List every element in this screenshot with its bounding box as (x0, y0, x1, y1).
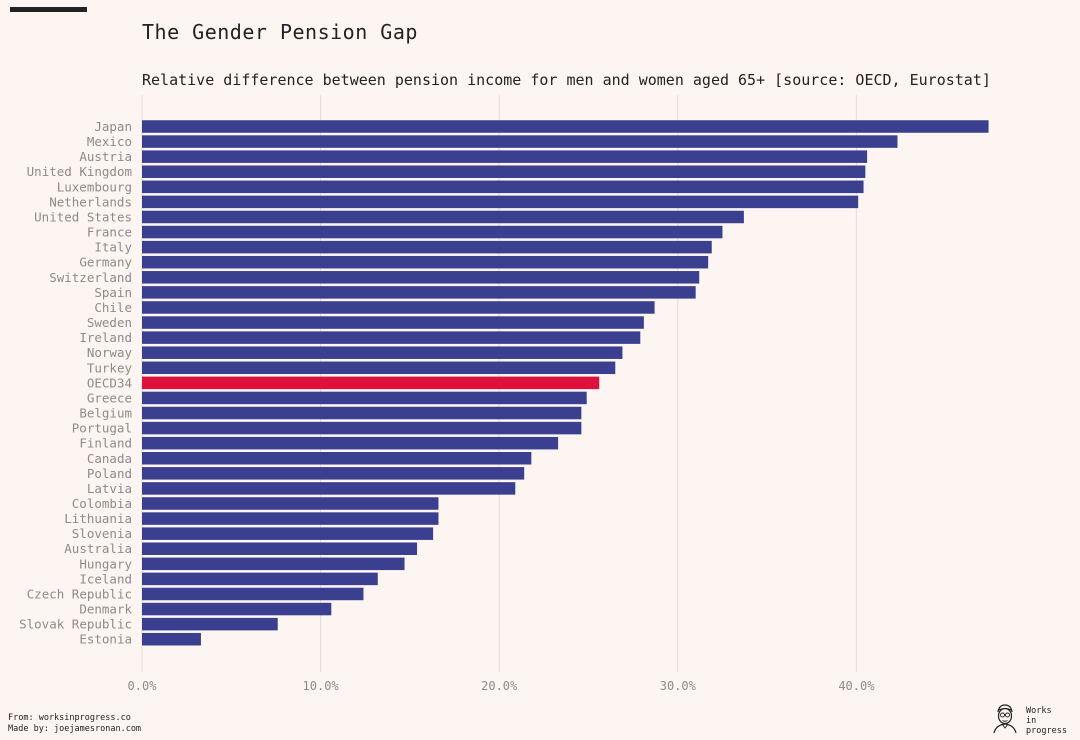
y-tick-label: Spain (94, 285, 132, 300)
y-tick-label: Norway (87, 345, 133, 360)
bar-estonia (142, 632, 201, 646)
y-tick-label: Japan (94, 119, 132, 134)
bar-germany (142, 255, 709, 269)
bar-united-states (142, 210, 744, 224)
y-tick-label: Germany (79, 255, 132, 270)
y-tick-label: Ireland (79, 330, 132, 345)
y-tick-label: Denmark (79, 602, 132, 617)
y-tick-label: Iceland (79, 571, 132, 586)
bar-japan (142, 120, 989, 133)
bar-lithuania (142, 512, 439, 525)
y-tick-label: Colombia (72, 496, 132, 511)
bar-italy (142, 240, 712, 254)
y-tick-label: Portugal (72, 421, 132, 436)
bar-switzerland (142, 271, 700, 284)
bar-canada (142, 452, 532, 465)
footer-credits: From: worksinprogress.co Made by: joejam… (8, 713, 141, 735)
bar-colombia (142, 497, 439, 510)
y-tick-label: United States (34, 209, 132, 224)
y-tick-label: Slovak Republic (19, 617, 132, 632)
y-tick-label: Australia (64, 541, 132, 556)
y-tick-label: Latvia (87, 481, 132, 496)
bar-czech-republic (142, 587, 364, 601)
x-tick-label: 30.0% (660, 679, 697, 693)
portrait-sketch-icon (993, 704, 1017, 734)
bar-austria (142, 150, 868, 163)
y-tick-label: Austria (79, 149, 132, 164)
y-tick-label: Estonia (79, 632, 132, 647)
y-tick-label: Poland (87, 466, 132, 481)
y-tick-label: Canada (87, 451, 132, 466)
bar-greece (142, 391, 587, 405)
y-tick-label: Turkey (87, 360, 133, 375)
bar-chile (142, 301, 655, 314)
y-tick-label: Chile (94, 300, 132, 315)
y-tick-label: Slovenia (72, 526, 132, 541)
bar-france (142, 225, 723, 239)
y-tick-label: Czech Republic (27, 586, 132, 601)
bar-luxembourg (142, 180, 864, 194)
x-tick-label: 20.0% (481, 679, 518, 693)
y-tick-label: Greece (87, 390, 132, 405)
y-tick-label: Mexico (87, 134, 132, 149)
bar-united-kingdom (142, 165, 866, 178)
y-tick-label: Lithuania (64, 511, 132, 526)
bar-finland (142, 436, 559, 450)
bar-oecd34 (142, 376, 600, 390)
x-tick-label: 0.0% (128, 679, 158, 693)
bar-belgium (142, 406, 582, 420)
y-tick-label: France (87, 225, 132, 240)
bar-spain (142, 286, 696, 299)
y-tick-label: Belgium (79, 406, 132, 421)
y-tick-label: United Kingdom (27, 164, 132, 179)
y-tick-label: Hungary (79, 556, 132, 571)
logo-line-2: in (1026, 716, 1037, 726)
x-tick-label: 10.0% (303, 679, 340, 693)
bar-mexico (142, 135, 898, 148)
bar-latvia (142, 482, 516, 495)
footer-made-by: Made by: joejamesronan.com (8, 724, 142, 734)
bar-iceland (142, 572, 378, 586)
y-tick-label: Switzerland (49, 270, 132, 285)
y-tick-label: Netherlands (49, 194, 132, 209)
y-tick-label: Italy (94, 240, 132, 255)
logo-line-1: Works (1026, 706, 1052, 716)
chart-subtitle: Relative difference between pension inco… (142, 71, 991, 89)
bar-slovenia (142, 527, 434, 540)
x-tick-label: 40.0% (838, 679, 875, 693)
top-rule (10, 7, 87, 12)
footer-from: From: worksinprogress.co (8, 713, 131, 723)
chart-title: The Gender Pension Gap (142, 20, 418, 44)
bar-poland (142, 467, 525, 480)
bar-slovak-republic (142, 617, 278, 631)
bar-turkey (142, 361, 616, 375)
y-tick-label: OECD34 (87, 375, 132, 390)
bar-netherlands (142, 195, 859, 209)
bar-australia (142, 542, 418, 555)
bar-sweden (142, 316, 644, 329)
logo-line-3: progress (1026, 726, 1067, 736)
bar-denmark (142, 602, 332, 616)
bar-portugal (142, 421, 582, 435)
bar-norway (142, 346, 623, 359)
logo-text: Works in progress (1026, 706, 1067, 736)
bar-ireland (142, 331, 641, 344)
y-tick-label: Sweden (87, 315, 132, 330)
works-in-progress-logo: Works in progress (990, 702, 1067, 736)
y-tick-label: Finland (79, 436, 132, 451)
bar-hungary (142, 557, 405, 571)
y-tick-label: Luxembourg (57, 179, 132, 194)
